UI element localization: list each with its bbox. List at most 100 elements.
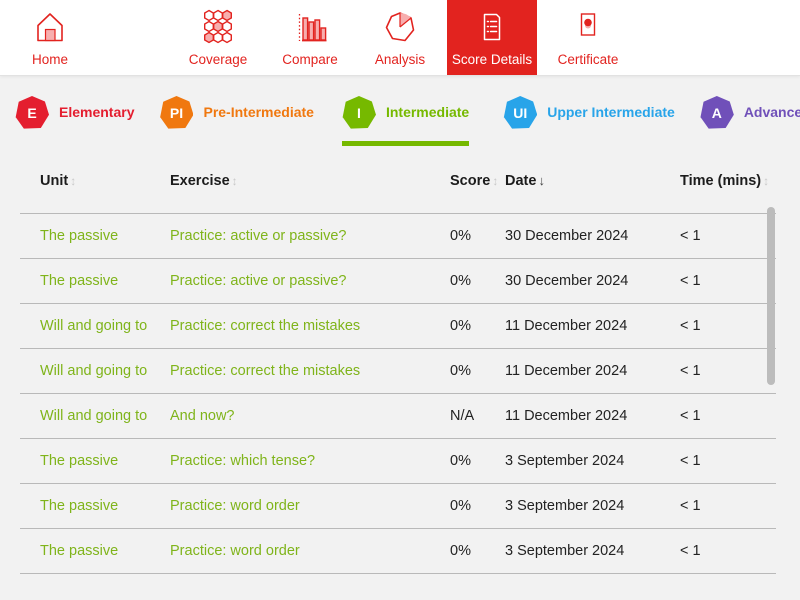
level-tab-label: Intermediate: [385, 104, 470, 120]
analysis-icon: [380, 7, 420, 47]
cell-time: < 1: [680, 408, 701, 424]
cell-unit: Will and going to: [40, 318, 148, 334]
cell-unit: The passive: [40, 498, 119, 514]
table-row: The passive Practice: word order 0% 3 Se…: [20, 528, 776, 573]
level-tab-elementary[interactable]: E Elementary: [15, 96, 134, 146]
pre-intermediate-badge-icon: PI: [160, 96, 194, 129]
level-tabs: E Elementary PI Pre-Intermediate I Inter…: [0, 76, 800, 148]
intermediate-badge-icon: I: [342, 96, 376, 129]
column-header-date[interactable]: Date ↓: [505, 173, 680, 189]
table-row: The passive Practice: active or passive?…: [20, 258, 776, 303]
cell-score: 0%: [450, 453, 471, 469]
sort-desc-icon: ↓: [538, 172, 545, 188]
cell-date: 3 September 2024: [505, 498, 625, 514]
content-area: E Elementary PI Pre-Intermediate I Inter…: [0, 76, 800, 600]
level-tab-label: Upper Intermediate: [547, 104, 675, 120]
cell-time: < 1: [680, 228, 701, 244]
table-row: Will and going to Practice: correct the …: [20, 303, 776, 348]
column-header-exercise[interactable]: Exercise ↕: [170, 173, 450, 189]
column-label: Score: [450, 172, 491, 189]
cell-exercise: Practice: word order: [170, 543, 300, 559]
table-row: The passive Practice: which tense? 0% 3 …: [20, 438, 776, 483]
cell-unit: Will and going to: [40, 363, 148, 379]
cell-time: < 1: [680, 453, 701, 469]
table-body: The passive Practice: active or passive?…: [20, 213, 776, 573]
cell-time: < 1: [680, 363, 701, 379]
score-table: Unit ↕ Exercise ↕ Score ↕ Date ↓ Time (mins)…: [20, 148, 776, 600]
cell-score: 0%: [450, 273, 471, 289]
cell-score: 0%: [450, 498, 471, 514]
cell-date: 3 September 2024: [505, 453, 625, 469]
cell-unit: Will and going to: [40, 408, 148, 424]
cell-time: < 1: [680, 318, 701, 334]
cell-score: 0%: [450, 363, 471, 379]
top-nav: Home Coverage: [0, 0, 800, 76]
cell-score: N/A: [450, 408, 475, 424]
column-label: Unit: [40, 172, 69, 189]
sort-inactive-icon: ↕: [492, 173, 499, 188]
cell-date: 3 September 2024: [505, 543, 625, 559]
cell-time: < 1: [680, 498, 701, 514]
cell-exercise: And now?: [170, 408, 235, 424]
cell-score: 0%: [450, 228, 471, 244]
column-header-time[interactable]: Time (mins) ↕: [680, 173, 776, 189]
nav-item-label: Score Details: [451, 52, 533, 67]
table-row-partial: [20, 573, 776, 600]
nav-item-label: Compare: [282, 52, 338, 67]
nav-item-certificate[interactable]: Certificate: [543, 0, 633, 75]
level-tab-intermediate[interactable]: I Intermediate: [341, 96, 470, 146]
column-label: Time (mins): [680, 172, 762, 189]
home-icon: [30, 7, 70, 47]
column-label: Date: [505, 172, 537, 189]
table-row: The passive Practice: word order 0% 3 Se…: [20, 483, 776, 528]
nav-item-label: Coverage: [188, 52, 248, 67]
column-label: Exercise: [170, 172, 230, 189]
level-tab-label: Pre-Intermediate: [203, 104, 314, 120]
upper-intermediate-badge-icon: UI: [503, 96, 538, 129]
cell-score: 0%: [450, 318, 471, 334]
table-row: Will and going to And now? N/A 11 Decemb…: [20, 393, 776, 438]
nav-item-analysis[interactable]: Analysis: [360, 0, 440, 75]
nav-item-label: Analysis: [374, 52, 426, 67]
cell-score: 0%: [450, 543, 471, 559]
cell-exercise: Practice: active or passive?: [170, 228, 347, 244]
nav-item-home[interactable]: Home: [10, 0, 90, 75]
sort-inactive-icon: ↕: [70, 173, 77, 188]
certificate-icon: [568, 7, 608, 47]
column-header-unit[interactable]: Unit ↕: [40, 173, 170, 189]
cell-unit: The passive: [40, 228, 119, 244]
cell-unit: The passive: [40, 543, 119, 559]
cell-date: 11 December 2024: [505, 408, 628, 424]
table-row: The passive Practice: active or passive?…: [20, 213, 776, 258]
cell-exercise: Practice: word order: [170, 498, 300, 514]
vertical-scrollbar-thumb[interactable]: [767, 207, 775, 385]
cell-date: 11 December 2024: [505, 318, 628, 334]
elementary-badge-icon: E: [15, 96, 49, 129]
table-row: Will and going to Practice: correct the …: [20, 348, 776, 393]
level-tab-label: Elementary: [59, 104, 135, 120]
cell-time: < 1: [680, 273, 701, 289]
cell-exercise: Practice: which tense?: [170, 453, 316, 469]
level-tab-upper-intermediate[interactable]: UI Upper Intermediate: [503, 96, 675, 146]
cell-date: 11 December 2024: [505, 363, 628, 379]
cell-date: 30 December 2024: [505, 273, 629, 289]
nav-item-label: Certificate: [557, 52, 619, 67]
sort-inactive-icon: ↕: [763, 173, 770, 188]
cell-unit: The passive: [40, 453, 119, 469]
advanced-badge-icon: A: [700, 96, 734, 129]
nav-item-score-details[interactable]: Score Details: [447, 0, 537, 75]
cell-exercise: Practice: active or passive?: [170, 273, 347, 289]
score-details-icon: [472, 7, 512, 47]
nav-item-coverage[interactable]: Coverage: [175, 0, 261, 75]
compare-icon: [290, 7, 330, 47]
sort-inactive-icon: ↕: [231, 173, 238, 188]
level-tab-label: Advanced: [743, 104, 800, 120]
cell-exercise: Practice: correct the mistakes: [170, 318, 361, 334]
nav-item-compare[interactable]: Compare: [270, 0, 350, 75]
nav-item-label: Home: [31, 52, 68, 67]
level-tab-pre-intermediate[interactable]: PI Pre-Intermediate: [159, 96, 314, 146]
column-header-score[interactable]: Score ↕: [450, 173, 505, 189]
level-tab-advanced[interactable]: A Advanced: [700, 96, 800, 146]
cell-time: < 1: [680, 543, 701, 559]
cell-exercise: Practice: correct the mistakes: [170, 363, 361, 379]
